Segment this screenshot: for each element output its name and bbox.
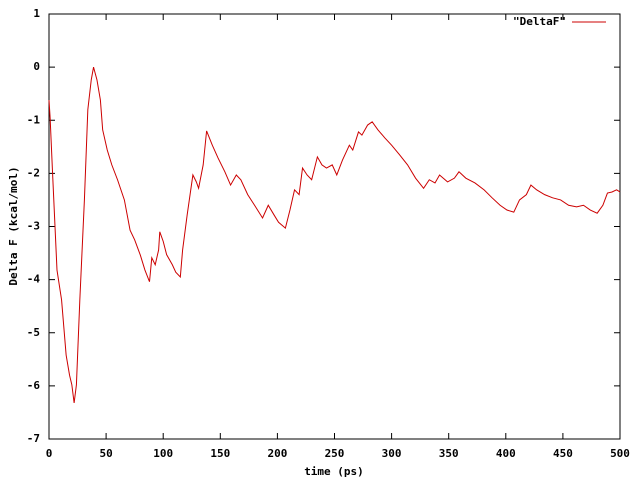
y-axis-label: Delta F (kcal/mol) (7, 166, 20, 285)
y-tick-label: 1 (33, 7, 40, 20)
x-tick-label: 500 (610, 447, 630, 460)
y-tick-label: -3 (27, 220, 40, 233)
x-tick-label: 150 (210, 447, 230, 460)
x-tick-label: 300 (382, 447, 402, 460)
x-tick-label: 350 (439, 447, 459, 460)
y-tick-label: 0 (33, 60, 40, 73)
x-tick-label: 250 (325, 447, 345, 460)
y-tick-label: -7 (27, 432, 40, 445)
y-tick-label: -5 (27, 326, 40, 339)
y-tick-label: -6 (27, 379, 41, 392)
x-tick-label: 400 (496, 447, 516, 460)
legend-label: "DeltaF" (513, 15, 566, 28)
x-axis-label: time (ps) (304, 465, 364, 478)
x-tick-label: 50 (99, 447, 112, 460)
plot-frame (48, 13, 621, 440)
x-tick-label: 0 (46, 447, 53, 460)
x-tick-label: 450 (553, 447, 573, 460)
x-tick-label: 200 (267, 447, 287, 460)
y-tick-label: -4 (27, 273, 41, 286)
y-tick-label: -2 (27, 166, 40, 179)
x-tick-label: 100 (153, 447, 173, 460)
data-line (48, 67, 621, 403)
y-tick-label: -1 (27, 113, 41, 126)
